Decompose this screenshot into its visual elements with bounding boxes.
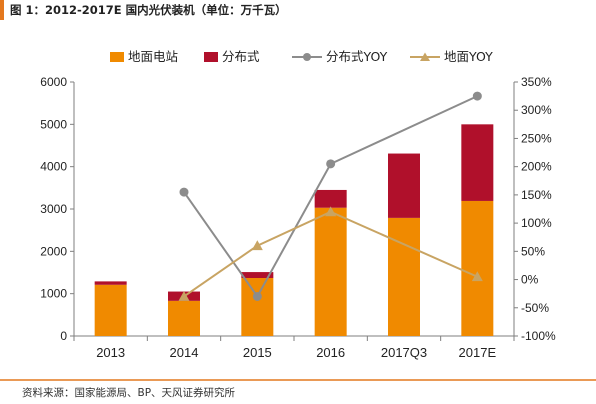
x-tick-label: 2017E	[459, 345, 497, 360]
bar-ground	[461, 200, 494, 336]
y-right-tick-label: 150%	[521, 188, 552, 202]
chart-title: 图 1：2012-2017E 国内光伏装机（单位：万千瓦）	[10, 3, 287, 17]
y-right-tick-label: 50%	[521, 244, 545, 258]
plot-area: 0 1000 2000 3000 4000 5000 6000 -100% -50% 0% 50% 1…	[40, 75, 556, 360]
y-left-tick-label: 1000	[40, 287, 67, 301]
bar-distributed	[94, 281, 127, 285]
y-right-tick-label: -100%	[521, 329, 556, 343]
y-left-tick-label: 5000	[40, 117, 67, 131]
bar-distributed	[241, 272, 274, 279]
legend-label-ground-yoy: 地面YOY	[444, 49, 493, 64]
y-right-tick-label: 350%	[521, 75, 552, 89]
bar-ground	[388, 217, 420, 336]
bar-ground	[314, 207, 347, 336]
legend-label-distributed: 分布式	[222, 49, 260, 64]
ground-yoy-point	[325, 206, 337, 217]
y-left-tick-label: 0	[60, 329, 67, 343]
y-right-tick-label: 0%	[521, 273, 539, 287]
x-tick-label: 2014	[170, 345, 199, 360]
dist-yoy-point	[179, 187, 189, 197]
y-left-tick-label: 4000	[40, 160, 67, 174]
title-accent-bar	[0, 0, 4, 20]
legend: 地面电站 分布式 分布式YOY 地面YOY	[110, 49, 493, 64]
legend-label-ground: 地面电站	[128, 49, 178, 64]
bar-ground	[241, 278, 274, 336]
bar-ground	[94, 284, 127, 336]
ground-yoy-point	[251, 240, 263, 251]
dist-yoy-point	[252, 291, 262, 301]
bar-distributed	[461, 124, 494, 201]
legend-swatch-distributed	[204, 52, 218, 62]
bar-ground	[168, 300, 200, 336]
y-right-tick-label: 300%	[521, 103, 552, 117]
bar-distributed	[314, 189, 347, 208]
dist-yoy-point	[326, 159, 336, 169]
x-tick-label: 2017Q3	[381, 345, 427, 360]
y-left-tick-label: 2000	[40, 244, 67, 258]
y-left-tick-label: 3000	[40, 202, 67, 216]
ground-yoy-point	[178, 290, 190, 301]
legend-marker-ground-yoy	[420, 52, 430, 61]
y-right-tick-label: -50%	[521, 301, 549, 315]
x-tick-label: 2016	[316, 345, 345, 360]
legend-label-dist-yoy: 分布式YOY	[326, 49, 388, 64]
source-note: 资料来源：国家能源局、BP、天风证券研究所	[22, 386, 236, 399]
x-tick-label: 2015	[243, 345, 272, 360]
y-right-tick-label: 100%	[521, 216, 552, 230]
y-right-tick-label: 200%	[521, 160, 552, 174]
ground-yoy-line	[183, 210, 478, 298]
y-right-tick-label: 250%	[521, 131, 552, 145]
x-tick-label: 2013	[96, 345, 125, 360]
bar-distributed	[388, 153, 420, 218]
dist-yoy-line	[183, 95, 478, 299]
dist-yoy-point	[472, 91, 482, 101]
legend-marker-dist-yoy	[303, 53, 311, 61]
ground-yoy-point	[471, 271, 483, 282]
legend-swatch-ground	[110, 52, 124, 62]
y-left-tick-label: 6000	[40, 75, 67, 89]
